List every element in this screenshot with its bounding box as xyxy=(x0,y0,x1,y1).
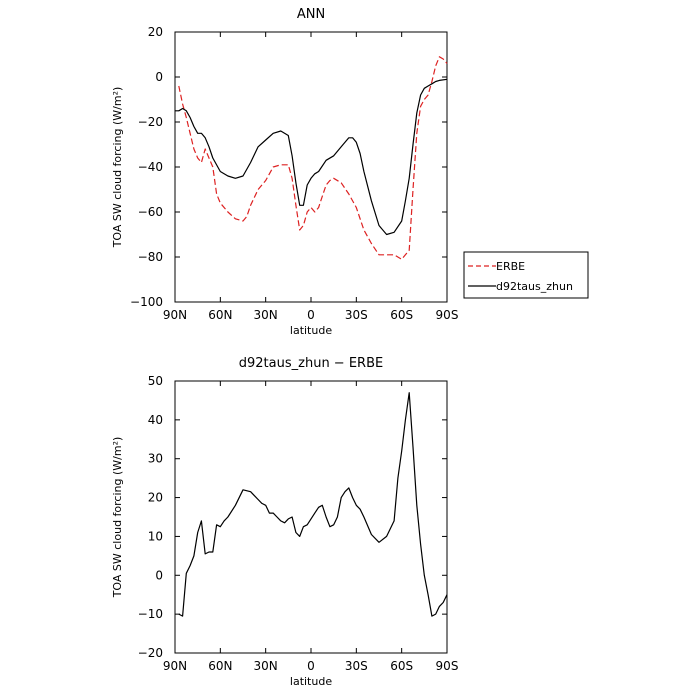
bottom-chart-lines xyxy=(178,392,448,617)
x-tick-label: 90S xyxy=(436,308,459,322)
y-tick-label: 0 xyxy=(155,568,163,582)
y-tick-label: −60 xyxy=(138,205,163,219)
y-tick-label: −100 xyxy=(130,295,163,309)
x-tick-label: 60N xyxy=(208,659,232,673)
x-tick-label: 30S xyxy=(345,308,368,322)
x-tick-label: 90N xyxy=(163,308,187,322)
bottom-chart: 90N 60N 30N 0 30S 60S 90S −20 −10 0 10 20 30 40 50 d92… xyxy=(111,356,458,688)
y-tick-label: 0 xyxy=(155,70,163,84)
x-tick-label: 0 xyxy=(307,659,315,673)
top-chart-lines xyxy=(175,56,448,260)
bottom-chart-ticks: 90N 60N 30N 0 30S 60S 90S −20 −10 0 10 20 30 40 50 xyxy=(138,374,459,673)
top-chart-ticks: 90N 60N 30N 0 30S 60S 90S −100 −80 −60 −40 −20 0 20 xyxy=(130,25,458,322)
top-chart: 90N 60N 30N 0 30S 60S 90S −100 −80 −60 −40 −20 0 20 A… xyxy=(111,7,458,337)
x-tick-label: 60S xyxy=(390,659,413,673)
bottom-chart-frame xyxy=(174,380,448,654)
y-tick-label: −20 xyxy=(138,115,163,129)
bottom-chart-x-axis-label: latitude xyxy=(290,675,332,688)
y-tick-label: −40 xyxy=(138,160,163,174)
top-chart-x-axis-label: latitude xyxy=(290,324,332,337)
legend-label-erbe: ERBE xyxy=(496,260,525,273)
y-tick-label: 20 xyxy=(148,491,163,505)
x-tick-label: 60N xyxy=(208,308,232,322)
y-tick-label: 10 xyxy=(148,529,163,543)
x-tick-label: 30N xyxy=(254,308,278,322)
y-tick-label: −80 xyxy=(138,250,163,264)
bottom-chart-title: d92taus_zhun − ERBE xyxy=(239,356,383,371)
y-tick-label: −10 xyxy=(138,607,163,621)
x-tick-label: 30N xyxy=(254,659,278,673)
x-tick-label: 60S xyxy=(390,308,413,322)
series-line-d92taus-zhun-erbe xyxy=(178,392,448,617)
legend-label-d92taus-zhun: d92taus_zhun xyxy=(496,280,573,293)
y-tick-label: −20 xyxy=(138,646,163,660)
top-chart-frame xyxy=(174,31,448,303)
legend: ERBE d92taus_zhun xyxy=(463,251,589,299)
series-line-d92taus-zhun xyxy=(175,78,448,236)
y-tick-label: 40 xyxy=(148,413,163,427)
y-tick-label: 30 xyxy=(148,452,163,466)
y-tick-label: 20 xyxy=(148,25,163,39)
x-tick-label: 90N xyxy=(163,659,187,673)
series-line-erbe xyxy=(178,56,448,260)
x-tick-label: 30S xyxy=(345,659,368,673)
x-tick-label: 0 xyxy=(307,308,315,322)
y-tick-label: 50 xyxy=(148,374,163,388)
top-chart-title: ANN xyxy=(297,7,325,22)
legend-box xyxy=(463,251,589,299)
x-tick-label: 90S xyxy=(436,659,459,673)
top-chart-y-axis-label: TOA SW cloud forcing (W/m²) xyxy=(111,87,124,249)
bottom-chart-y-axis-label: TOA SW cloud forcing (W/m²) xyxy=(111,437,124,599)
